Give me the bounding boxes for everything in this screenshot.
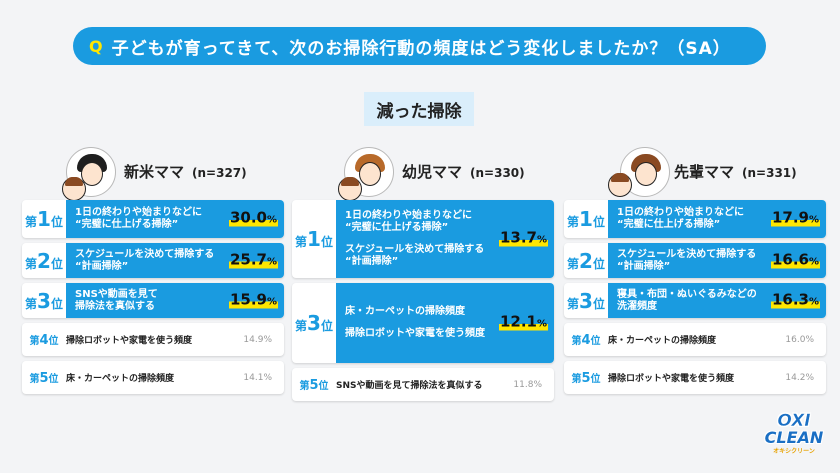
section-title: 減った掃除 <box>364 92 474 126</box>
child-avatar <box>608 173 632 197</box>
rank-item: スケジュールを決めて掃除する “計画掃除” 16.6% <box>608 243 826 278</box>
column-name: 新米ママ <box>124 163 185 181</box>
rank-row-3: 第3位 寝具・布団・ぬいぐるみなどの 洗濯頻度 16.3% <box>564 283 826 318</box>
question-mark: Q <box>89 36 104 56</box>
rank-label: 第1位 <box>567 207 605 231</box>
rank-label: 第3位 <box>567 288 605 313</box>
sample-size: (n=327) <box>192 166 247 180</box>
rank-row-1: 第1位 1日の終わりや始まりなどに “完璧に仕上げる掃除” 17.9% <box>564 200 826 238</box>
percentage: 14.9% <box>243 334 272 345</box>
rank-label: 第2位 <box>567 248 605 273</box>
rank-label: 第5位 <box>299 377 329 393</box>
rank-row-2: 第2位 スケジュールを決めて掃除する “計画掃除” 16.6% <box>564 243 826 278</box>
sample-size: (n=331) <box>742 166 797 180</box>
column-toddler-mom: 幼児ママ (n=330) 第1位 1日の終わりや始まりなどに “完璧に仕上げる掃… <box>292 145 554 406</box>
percentage: 13.7% <box>498 228 548 247</box>
rank-label: 第4位 <box>571 332 601 348</box>
column-header: 新米ママ (n=327) <box>22 145 284 201</box>
question-text: 子どもが育ってきて、次のお掃除行動の頻度はどう変化しましたか？（SA） <box>111 38 731 59</box>
column-senior-mom: 先輩ママ (n=331) 第1位 1日の終わりや始まりなどに “完璧に仕上げる掃… <box>564 145 826 399</box>
rank-row-5: 第5位 床・カーペットの掃除頻度 14.1% <box>22 361 284 394</box>
rank-item: 1日の終わりや始まりなどに “完璧に仕上げる掃除” 30.0% <box>66 200 284 238</box>
percentage: 30.0% <box>228 208 278 227</box>
rank-item: 掃除ロボットや家電を使う頻度 <box>66 336 193 346</box>
rank-item: 寝具・布団・ぬいぐるみなどの 洗濯頻度 16.3% <box>608 283 826 318</box>
child-avatar <box>338 177 362 201</box>
rank-row-4: 第4位 床・カーペットの掃除頻度 16.0% <box>564 323 826 356</box>
percentage: 12.1% <box>498 312 548 331</box>
rank-label: 第3位 <box>295 311 333 335</box>
rank-item: SNSや動画を見て掃除法を真似する <box>336 381 483 391</box>
percentage: 16.3% <box>770 290 820 308</box>
rank-label: 第1位 <box>25 207 63 231</box>
percentage: 16.0% <box>785 334 814 345</box>
rank-item: 1日の終わりや始まりなどに “完璧に仕上げる掃除” スケジュールを決めて掃除する… <box>336 200 554 278</box>
rank-item: 床・カーペットの掃除頻度 <box>608 336 717 346</box>
column-name: 先輩ママ <box>674 163 735 181</box>
percentage: 14.2% <box>785 372 814 383</box>
rank-item: SNSや動画を見て 掃除法を真似する 15.9% <box>66 283 284 318</box>
percentage: 15.9% <box>228 290 278 308</box>
rank-label: 第5位 <box>571 370 601 386</box>
rank-row-4: 第4位 掃除ロボットや家電を使う頻度 14.9% <box>22 323 284 356</box>
rank-item: 1日の終わりや始まりなどに “完璧に仕上げる掃除” 17.9% <box>608 200 826 238</box>
rank-label: 第5位 <box>29 370 59 386</box>
rank-item: 床・カーペットの掃除頻度 掃除ロボットや家電を使う頻度 12.1% <box>336 283 554 363</box>
column-new-mom: 新米ママ (n=327) 第1位 1日の終わりや始まりなどに “完璧に仕上げる掃… <box>22 145 284 399</box>
rank-row-3: 第3位 床・カーペットの掃除頻度 掃除ロボットや家電を使う頻度 12.1% <box>292 283 554 363</box>
rank-label: 第1位 <box>295 227 333 251</box>
rank-item: スケジュールを決めて掃除する “計画掃除” 25.7% <box>66 243 284 278</box>
rank-row-2: 第2位 スケジュールを決めて掃除する “計画掃除” 25.7% <box>22 243 284 278</box>
rank-item: 床・カーペットの掃除頻度 <box>66 374 175 384</box>
rank-label: 第3位 <box>25 288 63 313</box>
percentage: 11.8% <box>513 379 542 390</box>
rank-row-3: 第3位 SNSや動画を見て 掃除法を真似する 15.9% <box>22 283 284 318</box>
column-header: 幼児ママ (n=330) <box>292 145 554 201</box>
oxiclean-logo: OXI CLEAN オキシクリーン <box>764 411 824 455</box>
question-banner: Q 子どもが育ってきて、次のお掃除行動の頻度はどう変化しましたか？（SA） <box>73 27 766 65</box>
percentage: 14.1% <box>243 372 272 383</box>
rank-row-1: 第1位 1日の終わりや始まりなどに “完璧に仕上げる掃除” スケジュールを決めて… <box>292 200 554 278</box>
rank-row-1: 第1位 1日の終わりや始まりなどに “完璧に仕上げる掃除” 30.0% <box>22 200 284 238</box>
rank-row-5: 第5位 掃除ロボットや家電を使う頻度 14.2% <box>564 361 826 394</box>
column-name: 幼児ママ <box>402 163 463 181</box>
rank-label: 第2位 <box>25 248 63 273</box>
rank-item: 掃除ロボットや家電を使う頻度 <box>608 374 735 384</box>
child-avatar <box>62 177 86 201</box>
rank-label: 第4位 <box>29 332 59 348</box>
percentage: 17.9% <box>770 208 820 227</box>
sample-size: (n=330) <box>470 166 525 180</box>
percentage: 16.6% <box>770 250 820 268</box>
percentage: 25.7% <box>228 250 278 268</box>
rank-row-5: 第5位 SNSや動画を見て掃除法を真似する 11.8% <box>292 368 554 401</box>
column-header: 先輩ママ (n=331) <box>564 145 826 200</box>
